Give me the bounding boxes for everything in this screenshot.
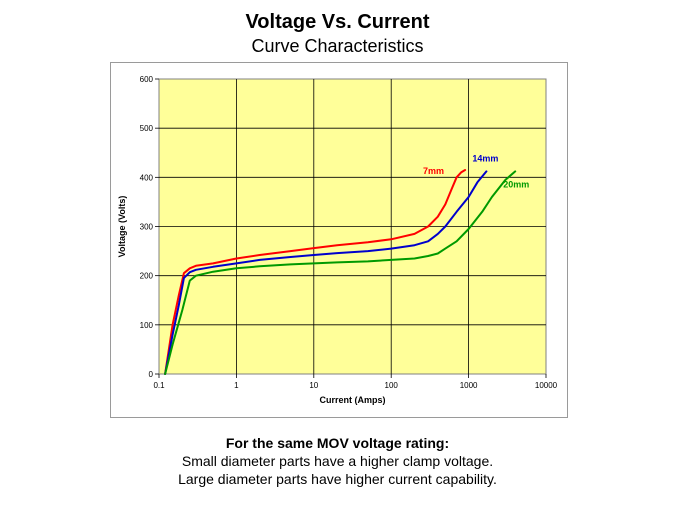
x-tick-label: 10 bbox=[309, 381, 318, 390]
series-labels: 7mm 14mm 20mm bbox=[423, 153, 529, 189]
slide-title: Voltage Vs. Current bbox=[245, 11, 430, 33]
series-label-14mm: 14mm bbox=[472, 153, 498, 163]
voltage-current-chart: 0 100 200 300 400 500 600 0.1 1 10 100 1000 10000 7m… bbox=[117, 75, 558, 405]
y-axis-label: Voltage (Volts) bbox=[117, 196, 127, 258]
grid-lines bbox=[159, 79, 546, 374]
y-tick-label: 0 bbox=[149, 370, 154, 379]
series-line-7mm bbox=[164, 169, 467, 375]
series-line-20mm bbox=[164, 170, 517, 375]
y-tick-label: 100 bbox=[140, 321, 154, 330]
x-tick-label: 100 bbox=[385, 381, 399, 390]
series-lines bbox=[164, 169, 517, 375]
x-tick-label: 10000 bbox=[535, 381, 558, 390]
slide-subtitle: Curve Characteristics bbox=[251, 36, 424, 56]
series-label-20mm: 20mm bbox=[503, 179, 529, 189]
x-tick-label: 1000 bbox=[460, 381, 478, 390]
y-tick-label: 300 bbox=[140, 223, 154, 232]
series-label-7mm: 7mm bbox=[423, 166, 444, 176]
footer-heading: For the same MOV voltage rating: bbox=[225, 435, 450, 451]
footer-line-2: Large diameter parts have higher current… bbox=[178, 471, 497, 487]
series-line-14mm bbox=[164, 170, 488, 375]
tick-labels: 0 100 200 300 400 500 600 0.1 1 10 100 1000 10000 bbox=[140, 75, 558, 390]
x-axis-label: Current (Amps) bbox=[319, 395, 385, 405]
y-tick-label: 400 bbox=[140, 173, 154, 182]
y-tick-label: 200 bbox=[140, 272, 154, 281]
chart-container: 0 100 200 300 400 500 600 0.1 1 10 100 1000 10000 7m… bbox=[110, 62, 568, 418]
x-tick-label: 0.1 bbox=[153, 381, 165, 390]
y-tick-label: 600 bbox=[140, 75, 154, 84]
footer-line-1: Small diameter parts have a higher clamp… bbox=[181, 453, 494, 469]
y-tick-label: 500 bbox=[140, 124, 154, 133]
x-tick-label: 1 bbox=[234, 381, 239, 390]
